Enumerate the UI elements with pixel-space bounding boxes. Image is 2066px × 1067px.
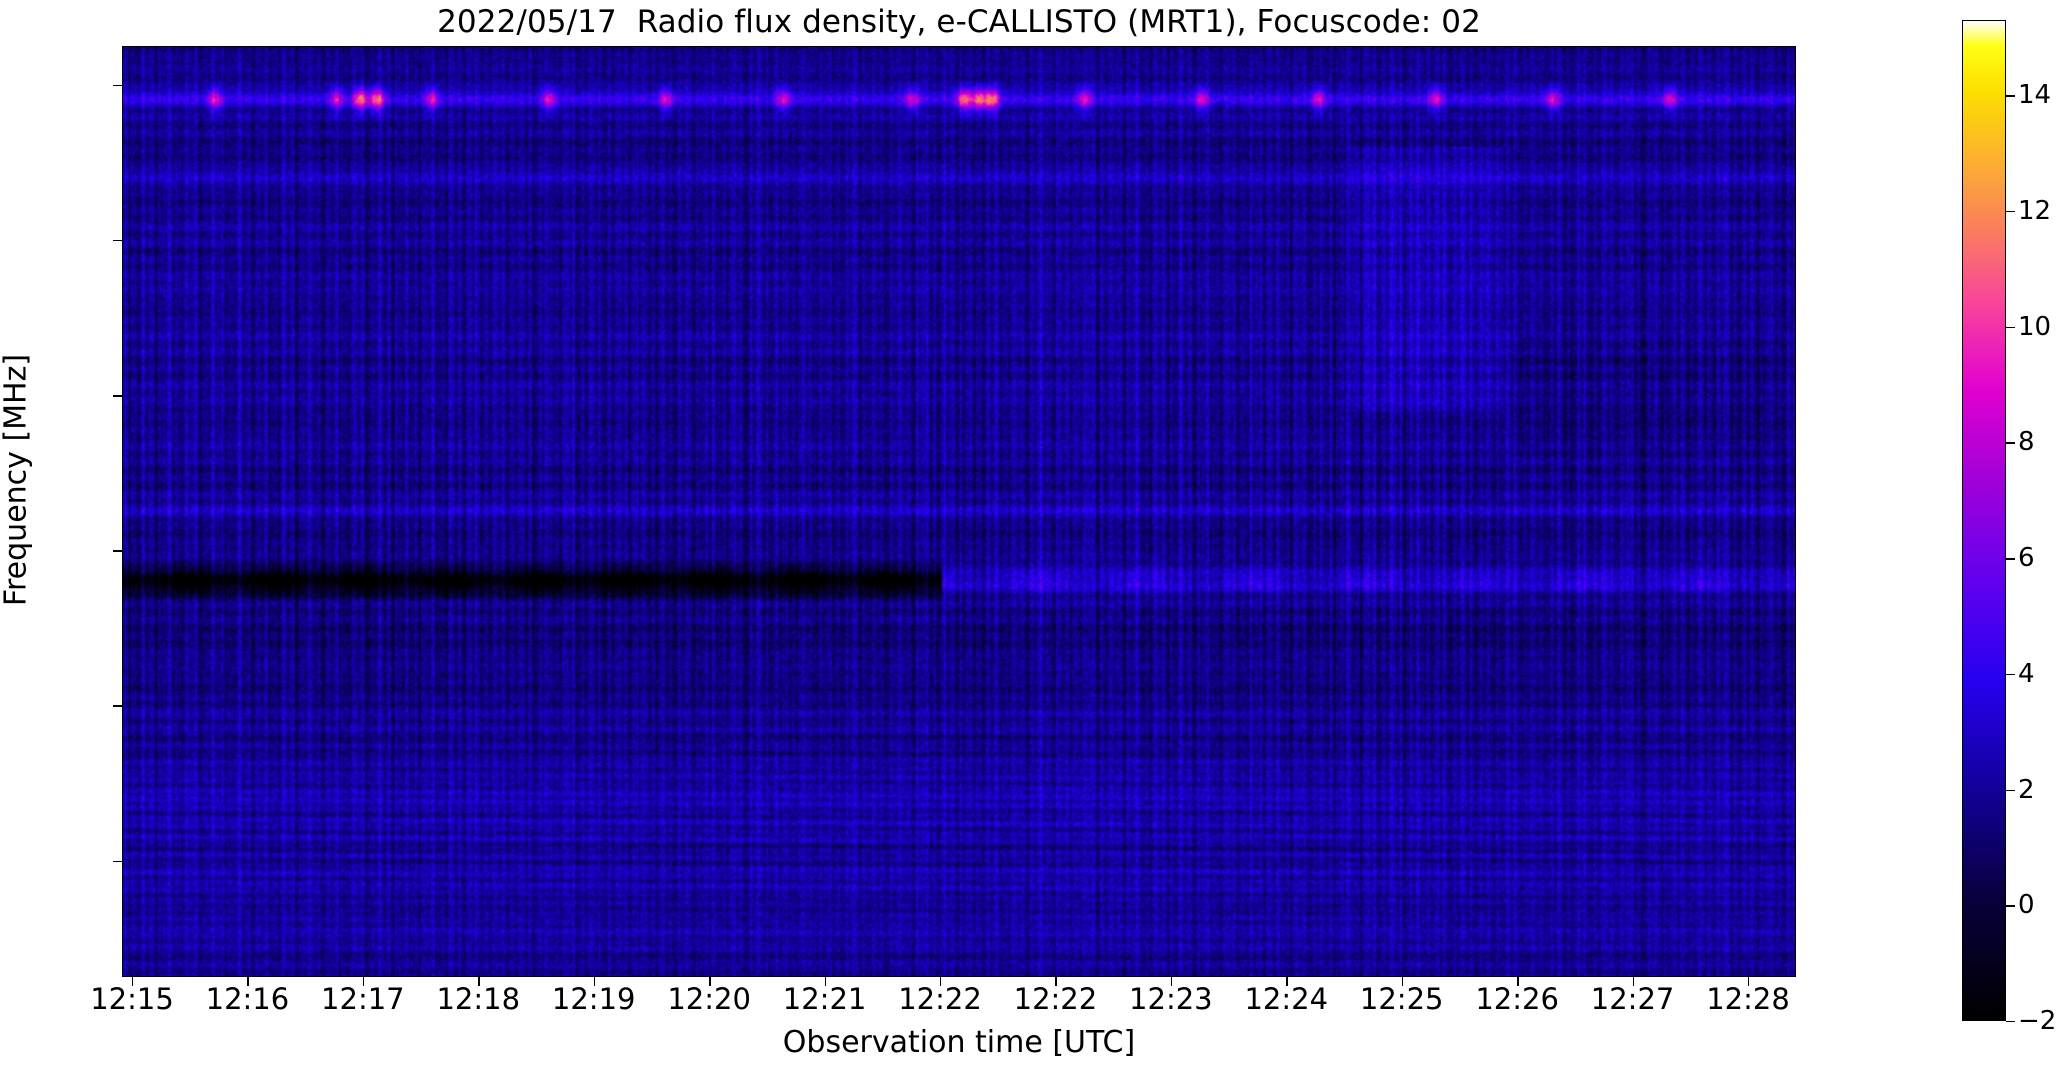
y-tick-mark bbox=[113, 395, 122, 397]
x-tick-label: 12:25 bbox=[1359, 982, 1444, 1016]
x-tick-label: 12:22 bbox=[1013, 982, 1098, 1016]
colorbar-tick-mark bbox=[2006, 210, 2015, 213]
colorbar-tick-label: 4 bbox=[2018, 658, 2035, 689]
y-tick-mark bbox=[113, 239, 122, 242]
x-tick-mark bbox=[362, 977, 365, 986]
colorbar-tick-label: 14 bbox=[2018, 80, 2052, 111]
x-axis-label: Observation time [UTC] bbox=[782, 1024, 1136, 1060]
x-tick-label: 12:16 bbox=[205, 982, 290, 1016]
x-tick-label: 12:24 bbox=[1244, 982, 1329, 1016]
colorbar-tick-mark bbox=[2006, 673, 2015, 676]
x-tick-mark bbox=[1632, 977, 1634, 986]
spectrogram-image bbox=[123, 47, 1795, 976]
y-axis-label: Frequency [MHz] bbox=[0, 353, 33, 607]
x-tick-mark bbox=[709, 977, 711, 986]
x-tick-label: 12:28 bbox=[1706, 982, 1790, 1016]
x-tick-mark bbox=[593, 977, 596, 986]
x-tick-label: 12:27 bbox=[1590, 982, 1675, 1016]
x-tick-label: 12:15 bbox=[90, 982, 174, 1016]
colorbar-tick-label: 6 bbox=[2018, 543, 2035, 574]
x-tick-mark bbox=[1517, 977, 1519, 986]
colorbar-tick-mark bbox=[2006, 558, 2015, 560]
x-tick-label: 12:20 bbox=[667, 982, 751, 1016]
spectrogram-plot-area bbox=[122, 46, 1796, 977]
y-tick-mark bbox=[113, 860, 122, 863]
colorbar-tick-mark bbox=[2006, 1021, 2015, 1023]
colorbar-tick-label: 0 bbox=[2018, 890, 2035, 921]
x-tick-label: 12:22 bbox=[898, 982, 982, 1016]
x-tick-label: 12:21 bbox=[782, 982, 867, 1016]
y-tick-mark bbox=[113, 705, 122, 707]
x-tick-mark bbox=[824, 977, 826, 986]
colorbar bbox=[1962, 20, 2006, 1021]
x-tick-mark bbox=[478, 977, 480, 986]
colorbar-tick-mark bbox=[2006, 789, 2015, 791]
x-tick-mark bbox=[1401, 977, 1404, 986]
colorbar-tick-label: 10 bbox=[2018, 311, 2052, 342]
colorbar-tick-mark bbox=[2006, 95, 2015, 97]
colorbar-tick-label: 2 bbox=[2018, 774, 2035, 805]
x-tick-mark bbox=[1055, 977, 1057, 986]
colorbar-tick-label: 12 bbox=[2018, 195, 2052, 226]
x-tick-label: 12:19 bbox=[551, 982, 636, 1016]
x-tick-mark bbox=[1170, 977, 1173, 986]
x-tick-label: 12:26 bbox=[1475, 982, 1559, 1016]
x-tick-mark bbox=[132, 977, 134, 986]
colorbar-tick-mark bbox=[2006, 442, 2015, 444]
colorbar-tick-label: −2 bbox=[2018, 1006, 2057, 1036]
x-tick-label: 12:23 bbox=[1129, 982, 1213, 1016]
page-title: 2022/05/17 Radio flux density, e-CALLIST… bbox=[437, 4, 1481, 40]
x-tick-label: 12:17 bbox=[321, 982, 405, 1016]
colorbar-gradient bbox=[1963, 21, 2005, 1020]
y-tick-mark bbox=[113, 84, 122, 87]
y-tick-mark bbox=[113, 550, 122, 552]
x-tick-mark bbox=[247, 977, 249, 986]
colorbar-tick-label: 8 bbox=[2018, 427, 2035, 458]
x-tick-mark bbox=[1748, 977, 1750, 986]
x-tick-mark bbox=[1286, 977, 1288, 986]
colorbar-tick-mark bbox=[2006, 326, 2015, 329]
colorbar-tick-mark bbox=[2006, 905, 2015, 907]
x-tick-label: 12:18 bbox=[436, 982, 521, 1016]
x-tick-mark bbox=[940, 977, 942, 986]
